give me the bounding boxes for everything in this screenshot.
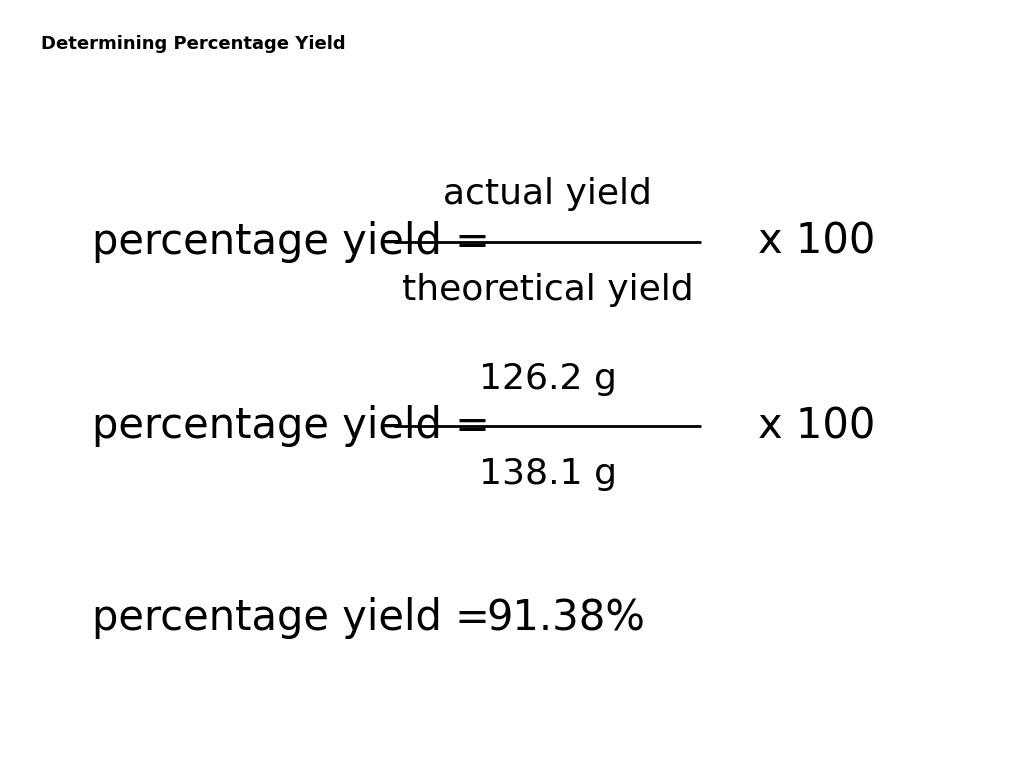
Text: 138.1 g: 138.1 g: [479, 457, 616, 491]
Text: theoretical yield: theoretical yield: [402, 273, 693, 306]
Text: x 100: x 100: [758, 221, 876, 263]
Text: percentage yield =: percentage yield =: [92, 406, 490, 447]
Text: 126.2 g: 126.2 g: [479, 362, 616, 396]
Text: Determining Percentage Yield: Determining Percentage Yield: [41, 35, 345, 52]
Text: 91.38%: 91.38%: [486, 598, 645, 639]
Text: x 100: x 100: [758, 406, 876, 447]
Text: percentage yield =: percentage yield =: [92, 598, 490, 639]
Text: percentage yield =: percentage yield =: [92, 221, 490, 263]
Text: actual yield: actual yield: [443, 177, 652, 211]
